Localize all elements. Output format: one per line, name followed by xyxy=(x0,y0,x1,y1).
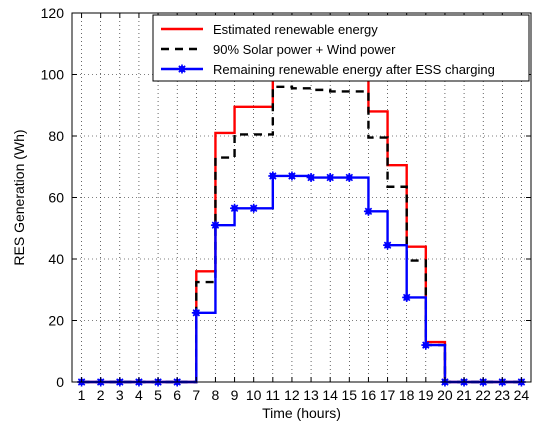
y-tick-label: 80 xyxy=(48,128,64,144)
series-2-point xyxy=(383,240,393,250)
x-tick-label: 15 xyxy=(342,387,358,403)
legend-label-1: 90% Solar power + Wind power xyxy=(213,42,396,57)
series-2-point xyxy=(191,308,201,318)
y-axis-label: RES Generation (Wh) xyxy=(11,129,27,265)
legend-marker-2 xyxy=(177,64,187,74)
x-tick-label: 22 xyxy=(475,387,491,403)
y-tick-label: 60 xyxy=(48,190,64,206)
marker-dot xyxy=(346,174,353,181)
series-2-point xyxy=(402,292,412,302)
x-tick-label: 10 xyxy=(246,387,262,403)
series-2-point xyxy=(249,203,259,213)
legend-label-0: Estimated renewable energy xyxy=(213,22,378,37)
series-2-point xyxy=(325,173,335,183)
marker-dot xyxy=(212,221,219,229)
x-tick-label: 21 xyxy=(456,387,472,403)
x-tick-label: 7 xyxy=(192,387,200,403)
x-tick-label: 19 xyxy=(418,387,434,403)
marker-dot xyxy=(365,208,372,215)
series-2-point xyxy=(287,171,297,181)
x-tick-label: 13 xyxy=(303,387,319,403)
x-tick-label: 9 xyxy=(231,387,239,403)
legend: Estimated renewable energy 90% Solar powe… xyxy=(152,14,530,82)
series-2-point xyxy=(268,171,278,181)
x-tick-label: 11 xyxy=(266,387,281,403)
legend-label-2: Remaining renewable energy after ESS cha… xyxy=(213,62,495,77)
series-2-point xyxy=(230,203,240,213)
y-tick-label: 120 xyxy=(41,5,65,21)
x-tick-label: 8 xyxy=(212,387,220,403)
series-2-point xyxy=(421,340,431,350)
x-axis-label: Time (hours) xyxy=(262,405,341,421)
series-layer xyxy=(77,73,526,387)
series-2-point xyxy=(363,206,373,216)
legend-box xyxy=(152,14,530,82)
series-1-line xyxy=(81,85,522,384)
series-2-point xyxy=(344,173,354,183)
y-tick-label: 0 xyxy=(56,374,64,390)
marker-dot xyxy=(384,241,391,249)
x-tick-label: 2 xyxy=(97,387,105,403)
x-tick-label: 24 xyxy=(514,387,530,403)
x-tick-label: 6 xyxy=(173,387,181,403)
marker-dot xyxy=(231,205,238,212)
x-tick-label: 12 xyxy=(284,387,300,403)
x-tick-label: 1 xyxy=(78,387,86,403)
marker-dot xyxy=(403,294,410,301)
x-tick-label: 16 xyxy=(361,387,377,403)
marker-dot xyxy=(288,172,296,180)
y-tick-label: 100 xyxy=(41,67,65,83)
marker-dot xyxy=(178,65,186,73)
series-0-line xyxy=(81,73,522,384)
y-tick-label: 20 xyxy=(48,313,64,329)
marker-dot xyxy=(422,341,430,349)
marker-dot xyxy=(269,172,277,180)
x-tick-label: 3 xyxy=(116,387,124,403)
x-tick-label: 18 xyxy=(399,387,415,403)
x-tick-label: 23 xyxy=(495,387,511,403)
y-tick-label: 40 xyxy=(48,251,64,267)
marker-dot xyxy=(307,174,315,181)
x-tick-label: 4 xyxy=(135,387,143,403)
marker-dot xyxy=(250,205,257,212)
marker-dot xyxy=(193,309,200,317)
series-2-point xyxy=(306,173,316,183)
series-2-line xyxy=(81,174,522,384)
x-tick-label: 5 xyxy=(154,387,162,403)
x-tick-label: 14 xyxy=(322,387,338,403)
marker-dot xyxy=(326,174,334,181)
x-tick-label: 17 xyxy=(380,387,396,403)
x-tick-label: 20 xyxy=(437,387,453,403)
series-2-point xyxy=(210,220,220,230)
